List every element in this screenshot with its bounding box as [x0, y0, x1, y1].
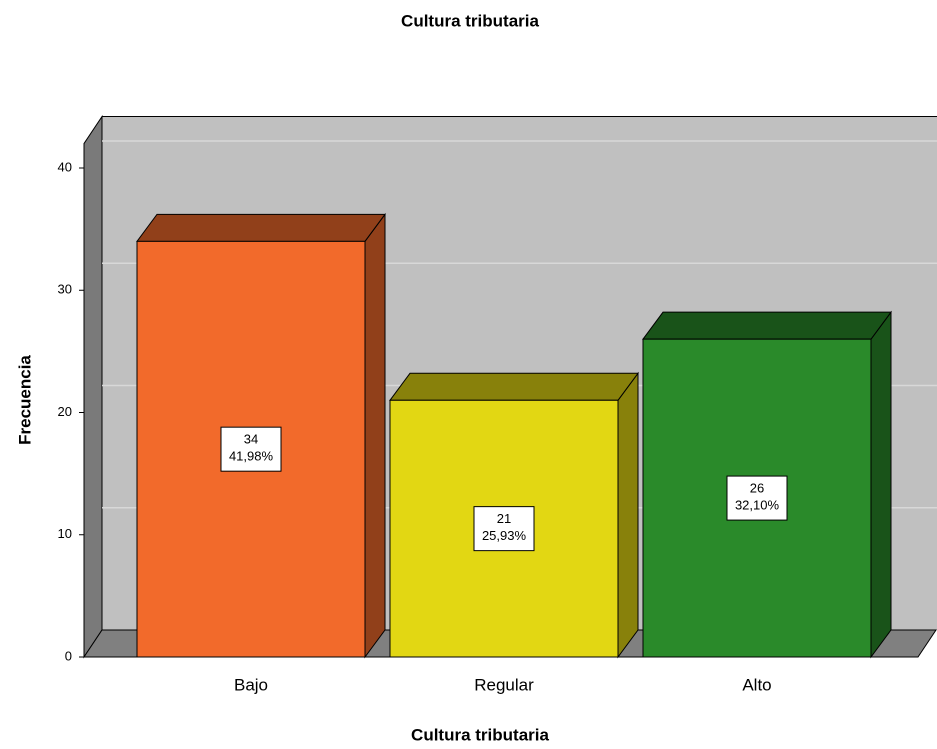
y-axis-title: Frecuencia [15, 355, 34, 445]
bar-top [136, 213, 386, 242]
data-label-box [220, 426, 282, 472]
data-label: 34 [244, 432, 258, 447]
y-tick-label: 20 [58, 404, 72, 419]
y-tick-label: 40 [58, 159, 72, 174]
x-tick-label: Regular [474, 675, 534, 694]
data-label-box [726, 475, 788, 521]
data-label: 26 [750, 481, 764, 496]
data-label: 21 [497, 511, 511, 526]
bar-top [389, 372, 639, 401]
bar-top [642, 311, 892, 340]
chart-title: Cultura tributaria [401, 11, 539, 30]
data-label-box [473, 506, 535, 552]
percentage-label: 41,98% [229, 449, 274, 464]
bar-side [364, 212, 386, 659]
x-tick-label: Bajo [234, 675, 268, 694]
y-tick-label: 30 [58, 282, 72, 297]
x-axis-title: Cultura tributaria [411, 725, 549, 744]
x-tick-label: Alto [742, 675, 771, 694]
bar [136, 212, 386, 659]
y-tick-label: 0 [65, 648, 72, 663]
bar-side [870, 310, 892, 659]
bar-side [617, 371, 639, 659]
side-wall [83, 114, 103, 659]
percentage-label: 25,93% [482, 528, 527, 543]
y-tick-label: 10 [58, 526, 72, 541]
percentage-label: 32,10% [735, 498, 780, 513]
